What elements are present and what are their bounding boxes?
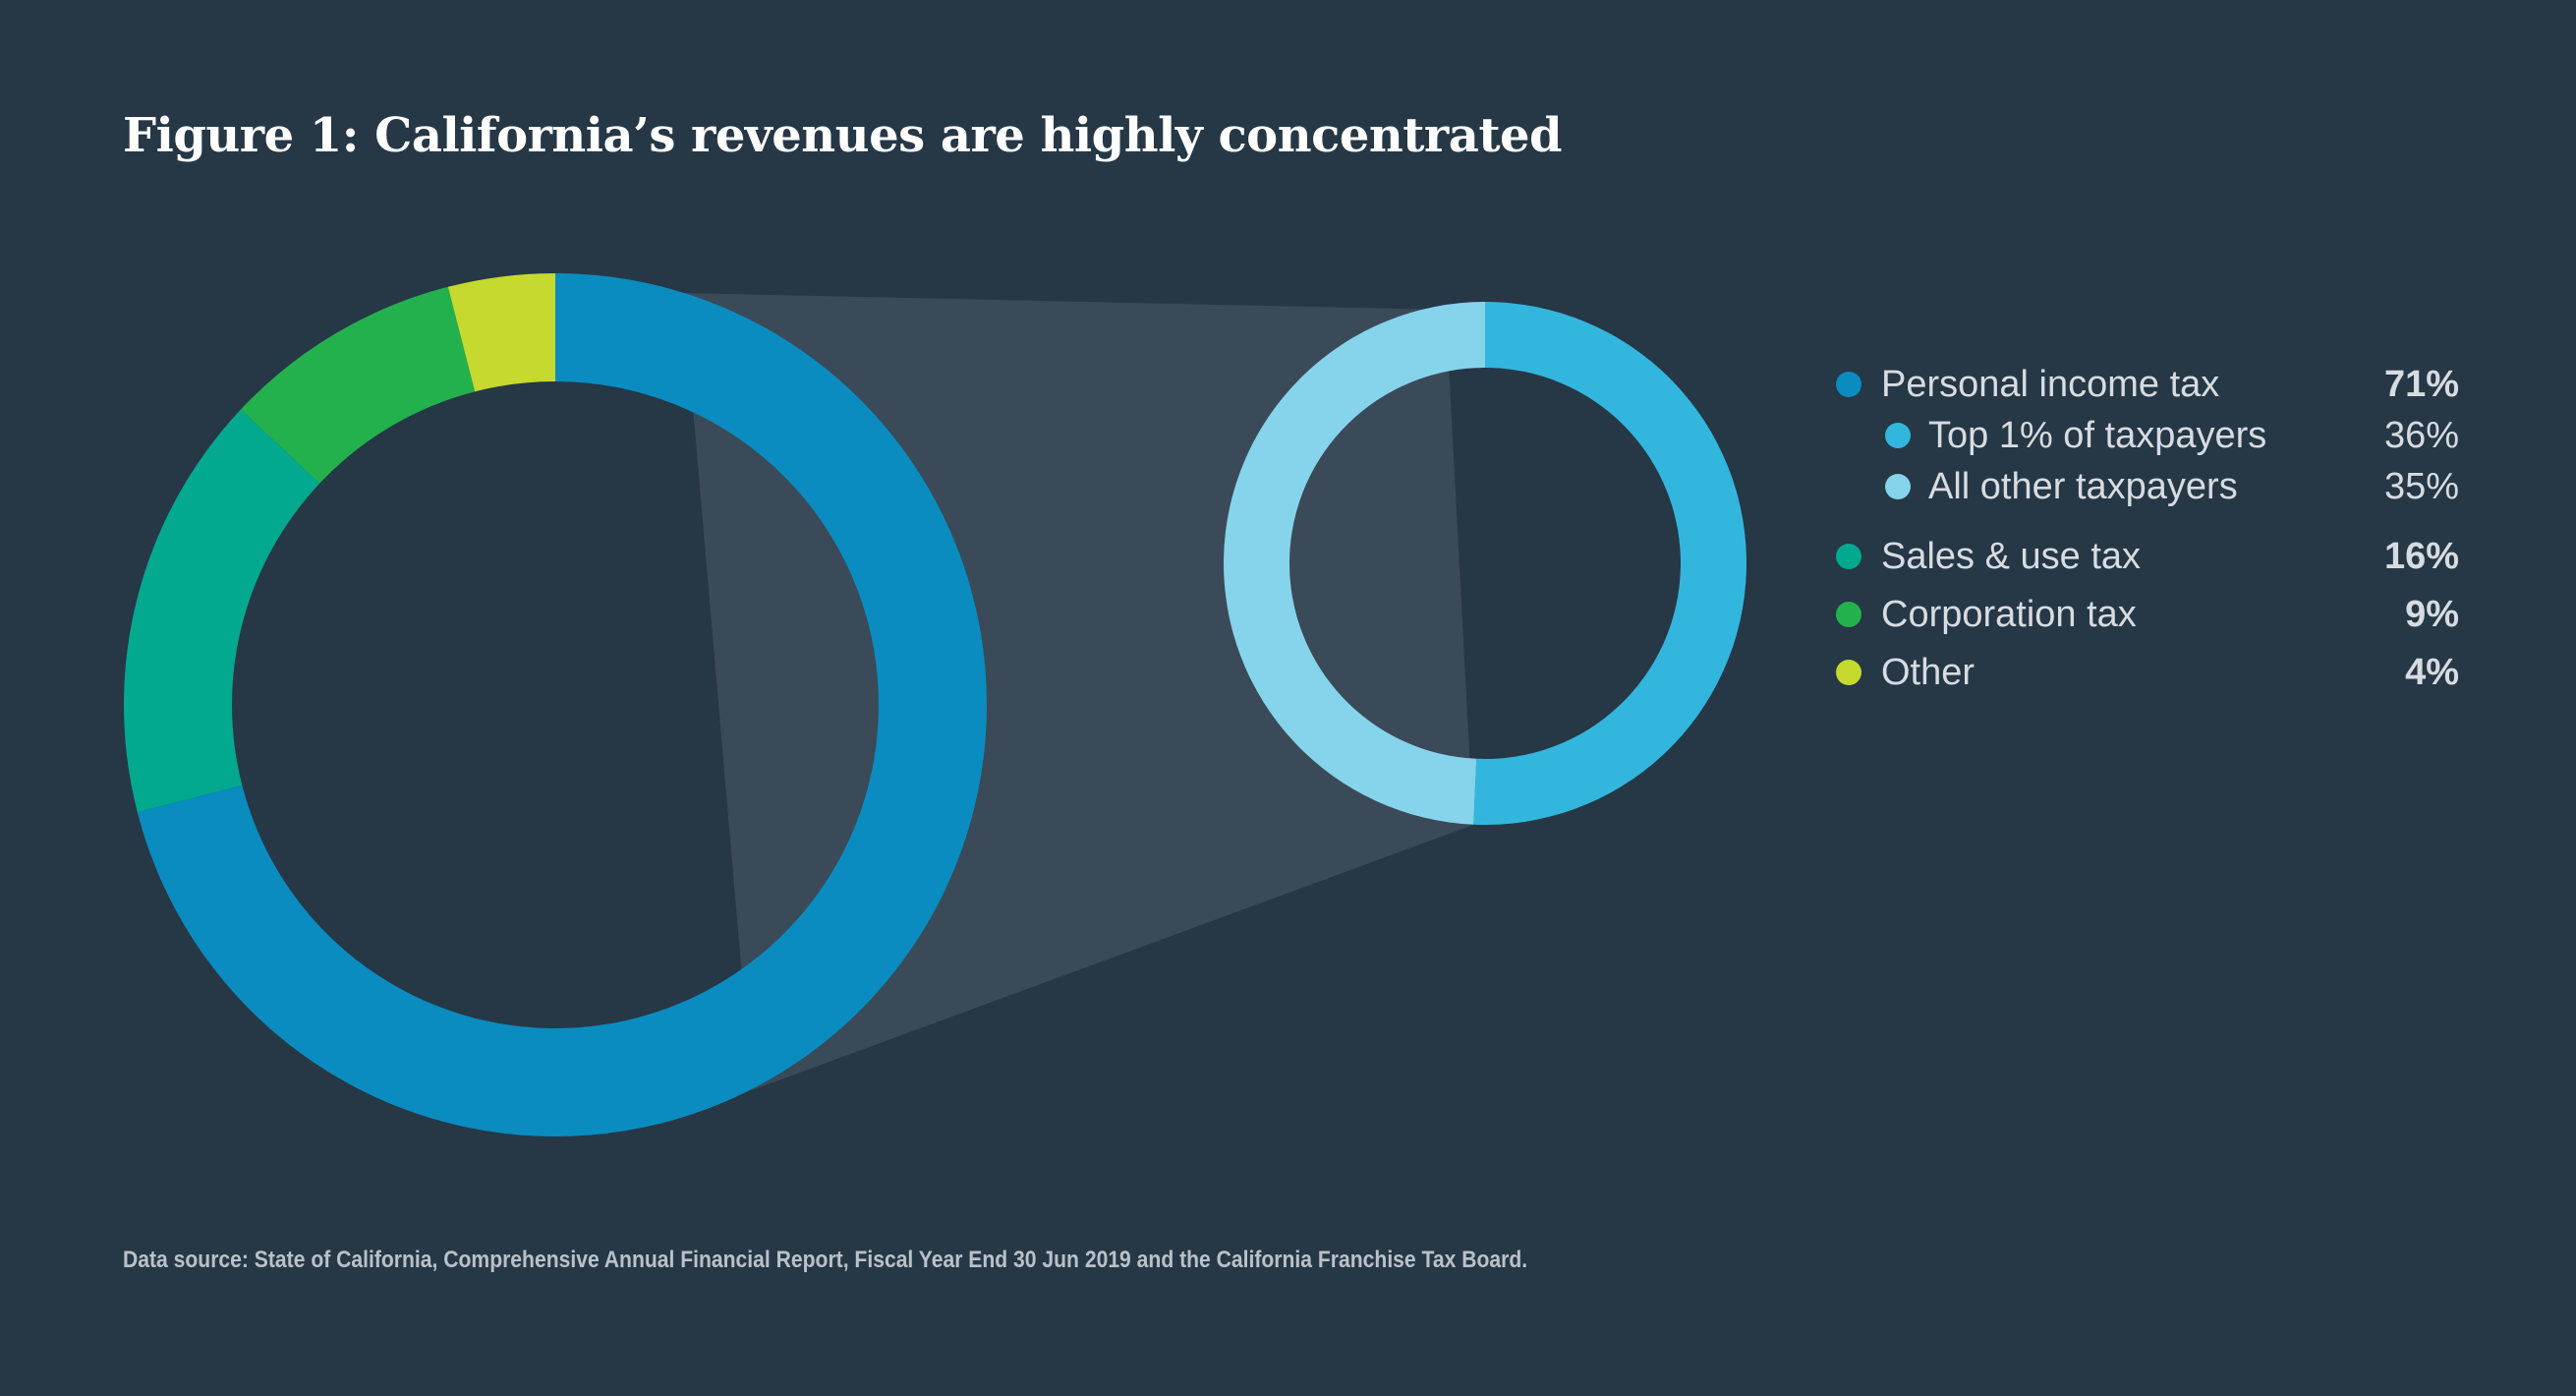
legend-label: Personal income tax [1881,364,2220,405]
page-title: Figure 1: California’s revenues are high… [123,108,1563,163]
legend-label: Corporation tax [1881,594,2137,635]
legend-value: 4% [2405,652,2459,693]
legend-label: Top 1% of taxpayers [1928,415,2267,456]
detail-donut [1224,302,1747,825]
legend-item-top-1-percent: Top 1% of taxpayers 36% [1830,411,2459,460]
legend-value: 16% [2383,536,2459,577]
legend-value: 9% [2405,594,2459,635]
legend-dot [1836,602,1861,627]
slice-sales-use-tax [124,409,320,813]
data-source-note: Data source: State of California, Compre… [123,1247,1528,1273]
legend-item-all-other-taxpayers: All other taxpayers 35% [1830,462,2459,511]
legend-dot [1836,544,1861,569]
main-donut [124,273,987,1137]
legend-item-other: Other 4% [1830,648,2459,697]
legend-item-sales-use-tax: Sales & use tax 16% [1830,532,2459,581]
legend-dot [1885,423,1911,448]
slice-corporation-tax [240,286,476,484]
legend-item-personal-income-tax: Personal income tax 71% [1830,360,2459,409]
slice-all-other-taxpayers [1224,302,1485,825]
slice-top-1-of-taxpayers [1473,302,1747,825]
legend-item-corporation-tax: Corporation tax 9% [1830,590,2459,639]
legend-label: All other taxpayers [1928,466,2238,507]
slice-other [447,273,555,392]
legend-label: Other [1881,652,1975,693]
legend-dot [1836,372,1861,397]
legend-dot [1836,660,1861,685]
legend-label: Sales & use tax [1881,536,2142,577]
legend-value: 35% [2383,466,2459,507]
legend-value: 36% [2383,415,2459,456]
legend-dot [1885,474,1911,499]
legend-value: 71% [2383,364,2459,405]
